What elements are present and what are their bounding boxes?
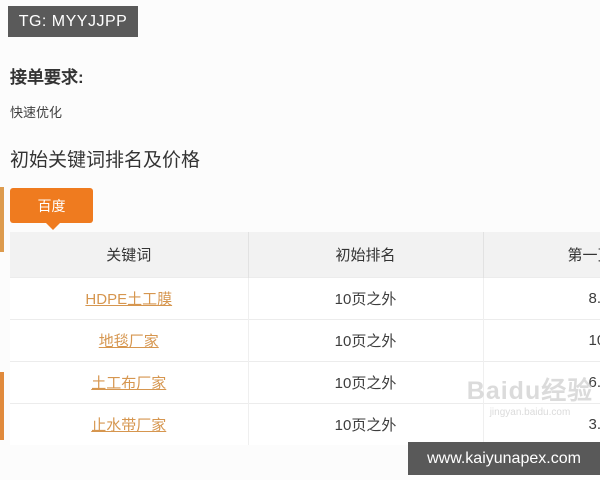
order-requirements-heading: 接单要求: bbox=[10, 68, 84, 87]
site-url-bar: www.kaiyunapex.com bbox=[408, 442, 600, 475]
tab-pointer-notch bbox=[46, 223, 60, 230]
initial-rank-cell: 10页之外 bbox=[248, 276, 484, 319]
initial-rank-cell: 10页之外 bbox=[248, 360, 484, 403]
left-accent-strip-top bbox=[0, 187, 4, 252]
table-row: 止水带厂家 10页之外 3. bbox=[10, 402, 600, 445]
telegram-contact-text: TG: MYYJJPP bbox=[18, 12, 128, 30]
keyword-pricing-table: 关键词 初始排名 第一页 HDPE土工膜 10页之外 8. 地毯厂家 10页之外… bbox=[10, 232, 600, 445]
tab-baidu[interactable]: 百度 bbox=[10, 188, 93, 223]
initial-rank-cell: 10页之外 bbox=[248, 318, 484, 361]
left-accent-strip-bottom bbox=[0, 372, 4, 440]
price-cell: 8. bbox=[483, 276, 600, 319]
initial-rank-cell: 10页之外 bbox=[248, 402, 484, 445]
table-row: HDPE土工膜 10页之外 8. bbox=[10, 276, 600, 319]
keyword-link[interactable]: 土工布厂家 bbox=[91, 374, 167, 392]
table-header-row: 关键词 初始排名 第一页 bbox=[10, 232, 600, 277]
site-url-text: www.kaiyunapex.com bbox=[427, 449, 581, 467]
tab-baidu-label: 百度 bbox=[37, 197, 66, 214]
table-row: 地毯厂家 10页之外 10 bbox=[10, 318, 600, 361]
keyword-link[interactable]: HDPE土工膜 bbox=[85, 290, 173, 308]
keyword-link[interactable]: 地毯厂家 bbox=[98, 332, 159, 350]
table-row: 土工布厂家 10页之外 6. bbox=[10, 360, 600, 403]
pricing-section-title: 初始关键词排名及价格 bbox=[10, 150, 201, 171]
column-header-first-page: 第一页 bbox=[483, 232, 600, 277]
price-cell: 6. bbox=[483, 360, 600, 403]
telegram-contact-badge: TG: MYYJJPP bbox=[8, 6, 138, 37]
column-header-keyword: 关键词 bbox=[10, 232, 249, 277]
keyword-link[interactable]: 止水带厂家 bbox=[91, 416, 167, 434]
price-cell: 3. bbox=[483, 402, 600, 445]
column-header-initial-rank: 初始排名 bbox=[248, 232, 484, 277]
price-cell: 10 bbox=[483, 318, 600, 361]
order-requirements-value: 快速优化 bbox=[10, 105, 63, 120]
